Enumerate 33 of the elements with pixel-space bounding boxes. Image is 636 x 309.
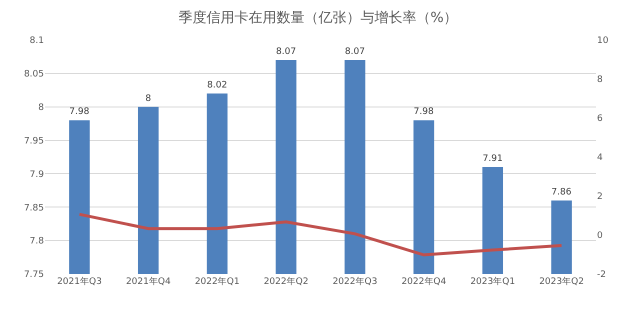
y2-tick-label: 6 bbox=[597, 114, 603, 124]
y2-tick-label: 10 bbox=[597, 36, 609, 46]
x-tick-label: 2022年Q4 bbox=[401, 276, 446, 287]
y2-tick-label: 4 bbox=[597, 153, 603, 164]
data-label: 8 bbox=[145, 94, 152, 104]
data-label: 7.86 bbox=[551, 187, 572, 198]
x-tick-label: 2022年Q1 bbox=[194, 276, 240, 287]
y-tick-label: 7.9 bbox=[30, 170, 44, 180]
y2-tick-label: 2 bbox=[597, 192, 603, 202]
data-label: 8.02 bbox=[207, 80, 228, 90]
data-label: 7.91 bbox=[482, 154, 503, 164]
data-label: 7.98 bbox=[414, 107, 434, 118]
data-label: 8.07 bbox=[344, 47, 365, 58]
y-tick-label: 7.75 bbox=[24, 270, 44, 280]
y-tick-label: 8.1 bbox=[30, 36, 44, 46]
y2-tick-label: -2 bbox=[597, 270, 606, 280]
x-tick-label: 2021年Q3 bbox=[57, 276, 102, 287]
y-tick-label: 7.85 bbox=[24, 203, 44, 214]
y-tick-label: 7.8 bbox=[30, 236, 44, 247]
line-series bbox=[78, 212, 564, 256]
data-label: 8.07 bbox=[276, 47, 296, 58]
y2-tick-label: 8 bbox=[597, 75, 603, 86]
y-tick-label: 8.05 bbox=[24, 70, 44, 80]
x-tick-label: 2023年Q1 bbox=[470, 276, 516, 287]
x-tick-label: 2021年Q4 bbox=[126, 276, 171, 287]
x-tick-label: 2022年Q2 bbox=[264, 276, 308, 287]
y2-tick-label: 0 bbox=[597, 231, 603, 242]
x-tick-label: 2022年Q3 bbox=[332, 276, 378, 287]
chart-title: 季度信用卡在用数量（亿张）与增长率（%） bbox=[178, 10, 458, 26]
y-tick-label: 7.95 bbox=[24, 136, 44, 146]
y-tick-label: 8 bbox=[38, 103, 44, 114]
data-label: 7.98 bbox=[69, 107, 90, 118]
x-tick-label: 2023年Q2 bbox=[539, 276, 584, 287]
